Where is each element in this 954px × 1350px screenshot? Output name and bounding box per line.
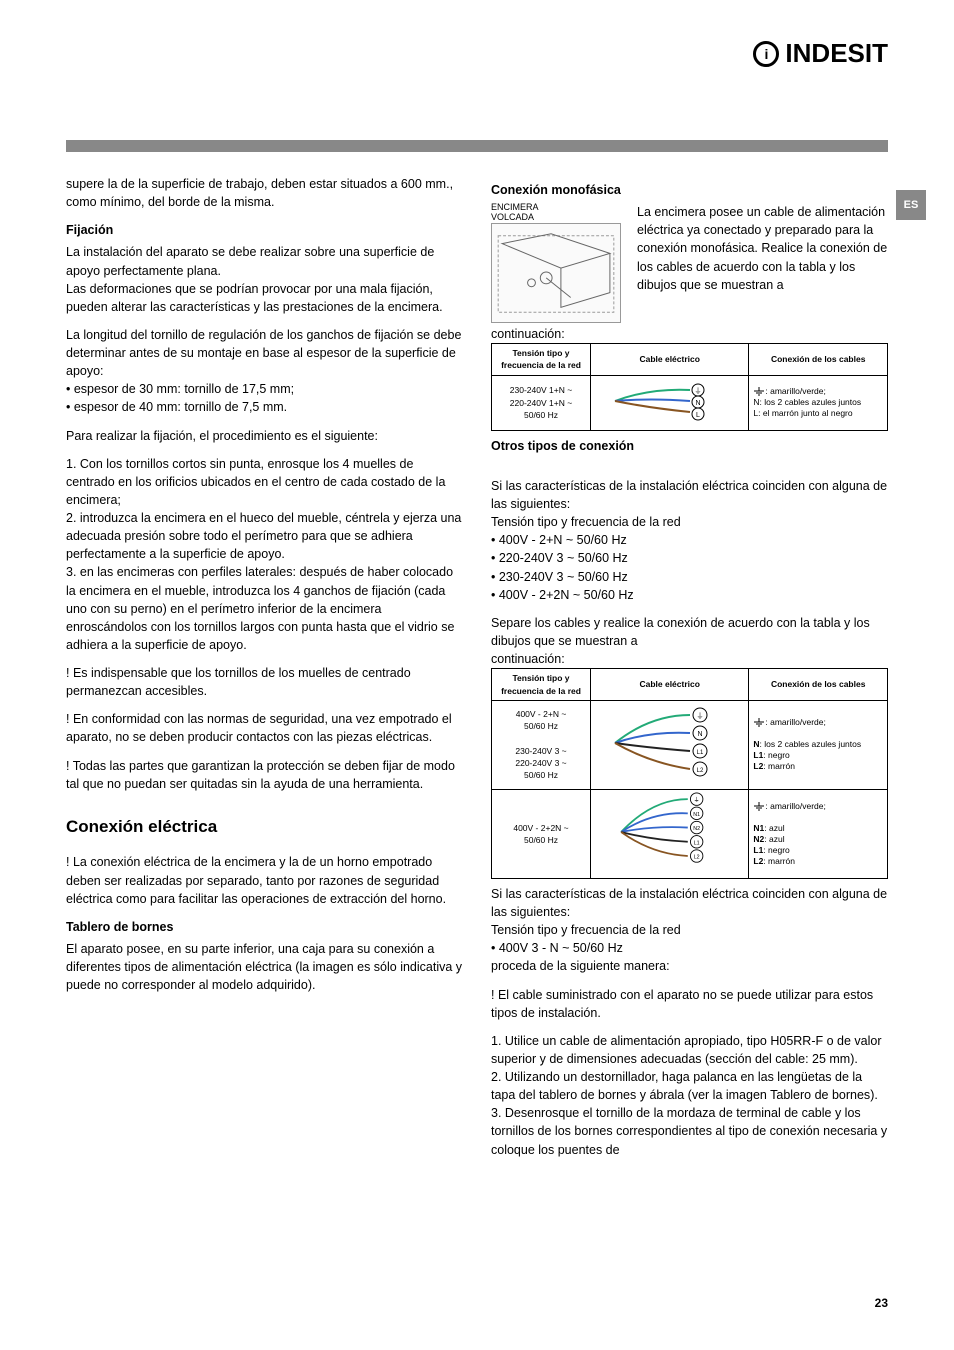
- left-column: supere la de la superficie de trabajo, d…: [66, 175, 463, 1169]
- fijacion-step1: 1. Con los tornillos cortos sin punta, e…: [66, 455, 463, 509]
- page-number: 23: [875, 1296, 888, 1310]
- svg-text:N2: N2: [693, 826, 700, 832]
- th-cable: Cable eléctrico: [591, 344, 749, 376]
- voltage-item: 400V - 2+2N ~ 50/60 Hz: [491, 586, 888, 604]
- fijacion-p3: La longitud del tornillo de regulación d…: [66, 326, 463, 380]
- voltage-item: 220-240V 3 ~ 50/60 Hz: [491, 549, 888, 567]
- tablero-heading: Tablero de bornes: [66, 918, 463, 936]
- warning-2: ! En conformidad con las normas de segur…: [66, 710, 463, 746]
- svg-text:L: L: [696, 412, 700, 419]
- ground-icon: [753, 387, 765, 397]
- mono-heading: Conexión monofásica: [491, 181, 888, 199]
- th-voltage: Tensión tipo y frecuencia de la red: [492, 669, 591, 701]
- conexion-electrica-heading: Conexión eléctrica: [66, 815, 463, 840]
- svg-text:L1: L1: [693, 840, 699, 846]
- svg-text:⏚: ⏚: [693, 797, 699, 804]
- th-cable: Cable eléctrico: [591, 669, 749, 701]
- encimera-diagram: [491, 223, 621, 323]
- th-conn: Conexión de los cables: [749, 344, 888, 376]
- cable-warning: ! El cable suministrado con el aparato n…: [491, 986, 888, 1022]
- ground-icon: [753, 718, 765, 728]
- warning-3: ! Todas las partes que garantizan la pro…: [66, 757, 463, 793]
- right-column: Conexión monofásica ENCIMERA VOLCADA La …: [491, 175, 888, 1169]
- cable-diagram-cell: ⏚ N L1 L2: [591, 700, 749, 789]
- fijacion-p1: La instalación del aparato se debe reali…: [66, 243, 463, 279]
- step-1: 1. Utilice un cable de alimentación apro…: [491, 1032, 888, 1068]
- conexion-p1: ! La conexión eléctrica de la encimera y…: [66, 853, 463, 907]
- voltage-cell: 230-240V 1+N ~ 220-240V 1+N ~ 50/60 Hz: [492, 375, 591, 430]
- step-2: 2. Utilizando un destornillador, haga pa…: [491, 1068, 888, 1104]
- brand-logo: i INDESIT: [753, 38, 888, 69]
- encimera-label: ENCIMERA VOLCADA: [491, 203, 629, 223]
- continuacion-label: continuación:: [491, 325, 888, 343]
- ground-icon: [753, 802, 765, 812]
- connection-table-1: Tensión tipo y frecuencia de la red Cabl…: [491, 343, 888, 431]
- svg-text:N: N: [697, 731, 702, 738]
- th-voltage: Tensión tipo y frecuencia de la red: [492, 344, 591, 376]
- intro-continuation: supere la de la superficie de trabajo, d…: [66, 175, 463, 211]
- otros-p3: Separe los cables y realice la conexión …: [491, 614, 888, 650]
- svg-text:N: N: [695, 400, 700, 407]
- th-conn: Conexión de los cables: [749, 669, 888, 701]
- continuacion-label-2: continuación:: [491, 650, 888, 668]
- espesor-item: espesor de 30 mm: tornillo de 17,5 mm;: [66, 380, 463, 398]
- after-p2: Tensión tipo y frecuencia de la red: [491, 921, 888, 939]
- otros-p2: Tensión tipo y frecuencia de la red: [491, 513, 888, 531]
- after-p1: Si las características de la instalación…: [491, 885, 888, 921]
- espesor-list: espesor de 30 mm: tornillo de 17,5 mm; e…: [66, 380, 463, 416]
- header-divider: [66, 140, 888, 152]
- svg-text:L2: L2: [693, 855, 699, 861]
- svg-text:L1: L1: [696, 750, 703, 756]
- svg-text:⏚: ⏚: [696, 712, 703, 720]
- warning-1: ! Es indispensable que los tornillos de …: [66, 664, 463, 700]
- voltage-cell: 400V - 2+2N ~ 50/60 Hz: [492, 789, 591, 878]
- voltage-cell: 400V - 2+N ~ 50/60 Hz 230-240V 3 ~ 220-2…: [492, 700, 591, 789]
- after-voltage: • 400V 3 - N ~ 50/60 Hz: [491, 939, 888, 957]
- mono-p: La encimera posee un cable de alimentaci…: [637, 203, 888, 294]
- otros-p1: Si las características de la instalación…: [491, 477, 888, 513]
- voltage-item: 230-240V 3 ~ 50/60 Hz: [491, 568, 888, 586]
- svg-text:⏚: ⏚: [694, 387, 701, 395]
- logo-icon: i: [753, 41, 779, 67]
- fijacion-p4: Para realizar la fijación, el procedimie…: [66, 427, 463, 445]
- fijacion-p2: Las deformaciones que se podrían provoca…: [66, 280, 463, 316]
- otros-heading: Otros tipos de conexión: [491, 437, 888, 455]
- svg-text:N1: N1: [693, 812, 700, 818]
- voltage-item: 400V - 2+N ~ 50/60 Hz: [491, 531, 888, 549]
- espesor-item: espesor de 40 mm: tornillo de 7,5 mm.: [66, 398, 463, 416]
- fijacion-step3: 3. en las encimeras con perfiles lateral…: [66, 563, 463, 654]
- voltage-list: 400V - 2+N ~ 50/60 Hz 220-240V 3 ~ 50/60…: [491, 531, 888, 604]
- connection-table-2: Tensión tipo y frecuencia de la red Cabl…: [491, 668, 888, 879]
- fijacion-heading: Fijación: [66, 221, 463, 239]
- language-tab: ES: [896, 190, 926, 220]
- connection-cell: : amarillo/verde; N1: azul N2: azul L1: …: [749, 789, 888, 878]
- fijacion-step2: 2. introduzca la encimera en el hueco de…: [66, 509, 463, 563]
- brand-text: INDESIT: [785, 38, 888, 69]
- after-p3: proceda de la siguiente manera:: [491, 957, 888, 975]
- svg-text:L2: L2: [696, 768, 703, 774]
- cable-diagram-cell: ⏚ N L: [591, 375, 749, 430]
- connection-cell: : amarillo/verde; N: los 2 cables azules…: [749, 700, 888, 789]
- step-3: 3. Desenrosque el tornillo de la mordaza…: [491, 1104, 888, 1158]
- connection-cell: : amarillo/verde; N: los 2 cables azules…: [749, 375, 888, 430]
- cable-diagram-cell: ⏚ N1 N2 L1 L2: [591, 789, 749, 878]
- tablero-p: El aparato posee, en su parte inferior, …: [66, 940, 463, 994]
